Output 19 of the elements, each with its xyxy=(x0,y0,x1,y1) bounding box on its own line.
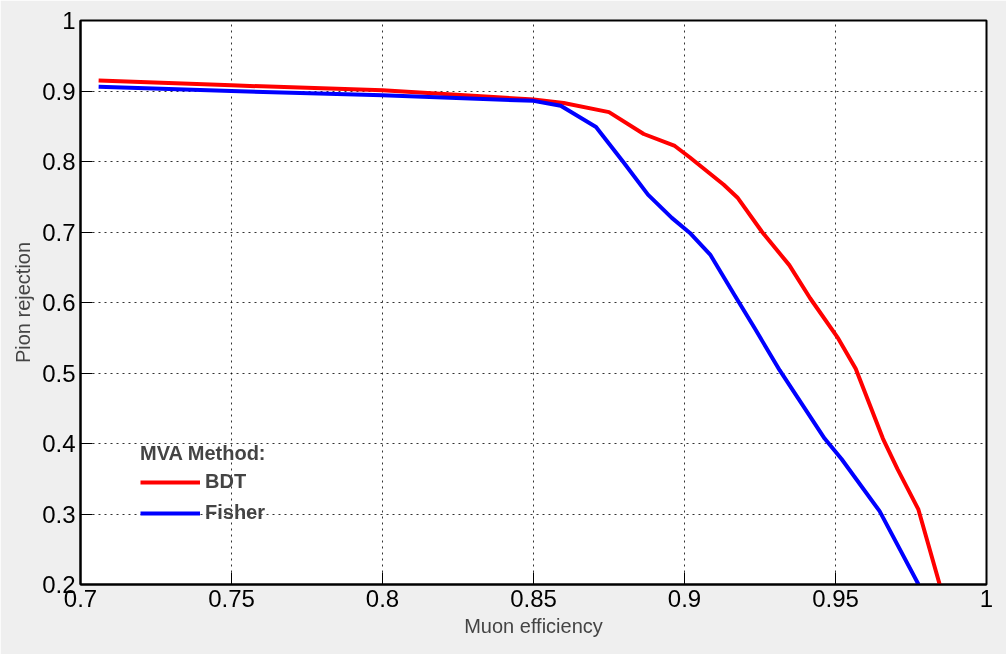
legend-label: BDT xyxy=(205,470,247,493)
x-tick-label: 0.9 xyxy=(667,584,702,612)
y-tick-label: 0.6 xyxy=(42,289,76,316)
y-tick-label: 0.3 xyxy=(42,500,76,528)
y-tick-label: 0.7 xyxy=(42,218,76,246)
x-tick-label: 0.8 xyxy=(365,584,400,612)
y-tick-label: 0.5 xyxy=(42,359,76,387)
x-axis-title: Muon efficiency xyxy=(464,614,603,637)
legend-label: Fisher xyxy=(205,501,266,524)
legend-title: MVA Method: xyxy=(140,442,266,465)
y-tick-label: 0.9 xyxy=(42,77,76,105)
x-tick-label: 0.75 xyxy=(208,584,255,612)
x-tick-label: 0.95 xyxy=(812,584,859,612)
y-tick-label: 1 xyxy=(62,7,76,34)
y-tick-label: 0.8 xyxy=(42,148,76,175)
x-tick-label: 0.85 xyxy=(510,584,557,612)
y-axis-title: Pion rejection xyxy=(12,241,35,364)
x-tick-label: 1 xyxy=(979,584,994,612)
y-tick-label: 0.4 xyxy=(42,430,76,457)
